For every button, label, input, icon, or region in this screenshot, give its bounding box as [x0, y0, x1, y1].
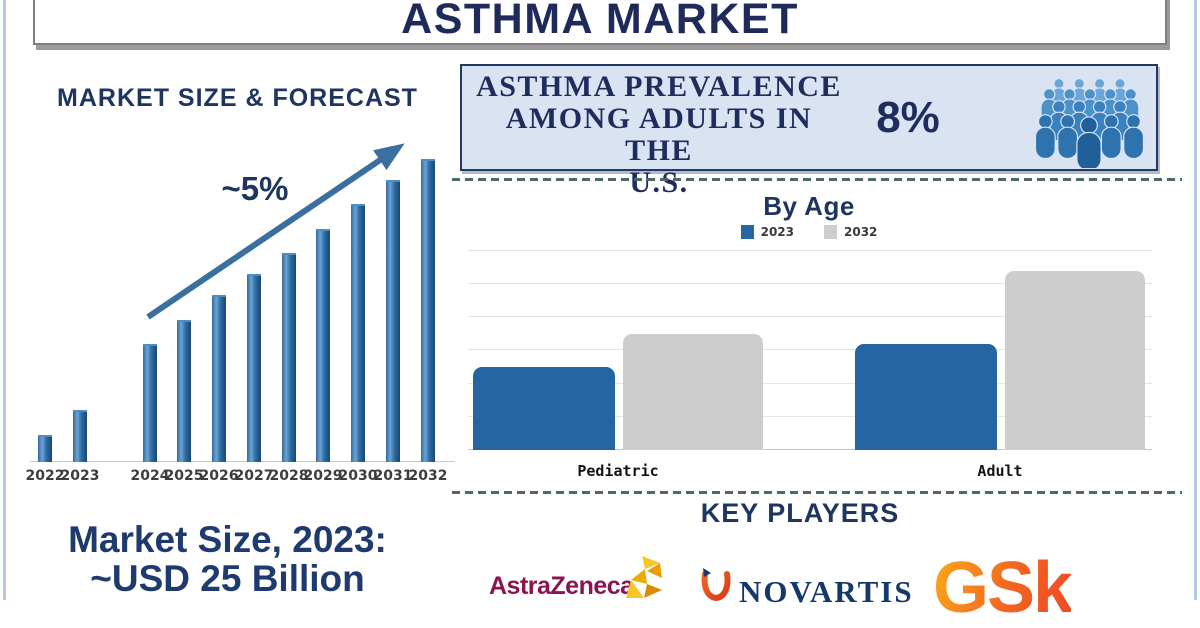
astrazeneca-wordmark: AstraZeneca — [489, 572, 634, 600]
forecast-x-label: 2026 — [199, 468, 239, 484]
forecast-bar-2025 — [177, 320, 191, 462]
prevalence-line1: ASTHMA PREVALENCE — [476, 70, 842, 103]
forecast-bar-2026 — [212, 295, 226, 462]
forecast-x-label: 2024 — [130, 468, 170, 484]
forecast-x-axis-line — [30, 461, 455, 462]
market-size-callout: Market Size, 2023: ~USD 25 Billion — [20, 520, 435, 598]
legend-label: 2032 — [844, 225, 878, 239]
market-size-line1: Market Size, 2023: — [68, 519, 387, 560]
legend-swatch-2032 — [824, 225, 837, 239]
legend-label: 2023 — [760, 225, 794, 239]
forecast-bar-chart: ~5% 2022 2023 2024 2025 2026 2027 2028 2029 2030… — [26, 130, 455, 490]
byage-bar-pediatric-2023 — [473, 367, 615, 450]
cagr-annotation: ~5% — [221, 170, 289, 207]
byage-legend: 2023 2032 — [460, 224, 1158, 240]
forecast-x-label: 2029 — [303, 468, 343, 484]
forecast-bar-2022 — [38, 435, 52, 462]
forecast-x-label: 2030 — [338, 468, 378, 484]
byage-gridline — [468, 383, 1152, 384]
byage-category-label: Adult — [977, 462, 1023, 480]
prevalence-value: 8% — [876, 92, 940, 142]
frame-left-border — [3, 0, 6, 600]
byage-bar-adult-2032 — [1005, 271, 1145, 450]
forecast-bar-2023 — [73, 410, 87, 462]
byage-chart-title: By Age — [763, 191, 855, 221]
forecast-x-label: 2032 — [408, 468, 448, 484]
forecast-x-label: 2022 — [25, 468, 65, 484]
dashed-separator-top — [452, 178, 1182, 181]
legend-item-2023: 2023 — [740, 225, 794, 239]
prevalence-line2: AMONG ADULTS IN THE — [505, 102, 813, 167]
forecast-bar-2032 — [421, 159, 435, 462]
forecast-x-label: 2027 — [234, 468, 274, 484]
forecast-x-label: 2031 — [373, 468, 413, 484]
forecast-bar-2028 — [282, 253, 296, 462]
page-title: ASTHMA MARKET — [401, 0, 799, 43]
byage-bar-adult-2023 — [855, 344, 997, 450]
legend-swatch-2023 — [740, 225, 754, 239]
byage-gridline — [468, 416, 1152, 417]
prevalence-text: ASTHMA PREVALENCE AMONG ADULTS IN THE U.… — [470, 71, 848, 199]
astrazeneca-mosaic-icon — [622, 554, 666, 607]
forecast-x-label: 2025 — [164, 468, 204, 484]
byage-gridline — [468, 349, 1152, 350]
prevalence-line3: U.S. — [629, 166, 689, 199]
byage-gridline — [468, 316, 1152, 317]
forecast-bar-2030 — [351, 204, 365, 462]
byage-category-label: Pediatric — [577, 462, 659, 480]
forecast-bar-2031 — [386, 180, 400, 462]
gsk-wordmark: GSk — [933, 548, 1073, 628]
title-banner: ASTHMA MARKET — [33, 0, 1167, 45]
people-crowd-icon — [1024, 71, 1152, 168]
dashed-separator-bottom — [452, 491, 1182, 494]
logo-gsk: GSk — [933, 552, 1073, 624]
legend-item-2032: 2032 — [824, 225, 877, 239]
byage-x-axis-line — [468, 449, 1152, 450]
byage-bar-pediatric-2032 — [623, 334, 763, 450]
byage-gridline — [468, 250, 1152, 251]
forecast-bar-2029 — [316, 229, 330, 462]
forecast-x-label: 2028 — [269, 468, 309, 484]
prevalence-banner: ASTHMA PREVALENCE AMONG ADULTS IN THE U.… — [460, 64, 1158, 199]
frame-right-border — [1194, 0, 1197, 600]
logo-astrazeneca: AstraZeneca — [489, 556, 662, 601]
novartis-torch-icon — [697, 566, 735, 611]
novartis-wordmark: NOVARTIS — [739, 574, 914, 609]
forecast-bar-2024 — [143, 344, 157, 462]
forecast-x-label: 2023 — [60, 468, 100, 484]
forecast-chart-title: MARKET SIZE & FORECAST — [57, 84, 418, 112]
byage-bar-chart: Pediatric Adult — [468, 250, 1152, 482]
forecast-bar-2027 — [247, 274, 261, 462]
byage-gridline — [468, 283, 1152, 284]
key-players-title: KEY PLAYERS — [700, 498, 900, 528]
market-size-line2: ~USD 25 Billion — [90, 558, 365, 599]
